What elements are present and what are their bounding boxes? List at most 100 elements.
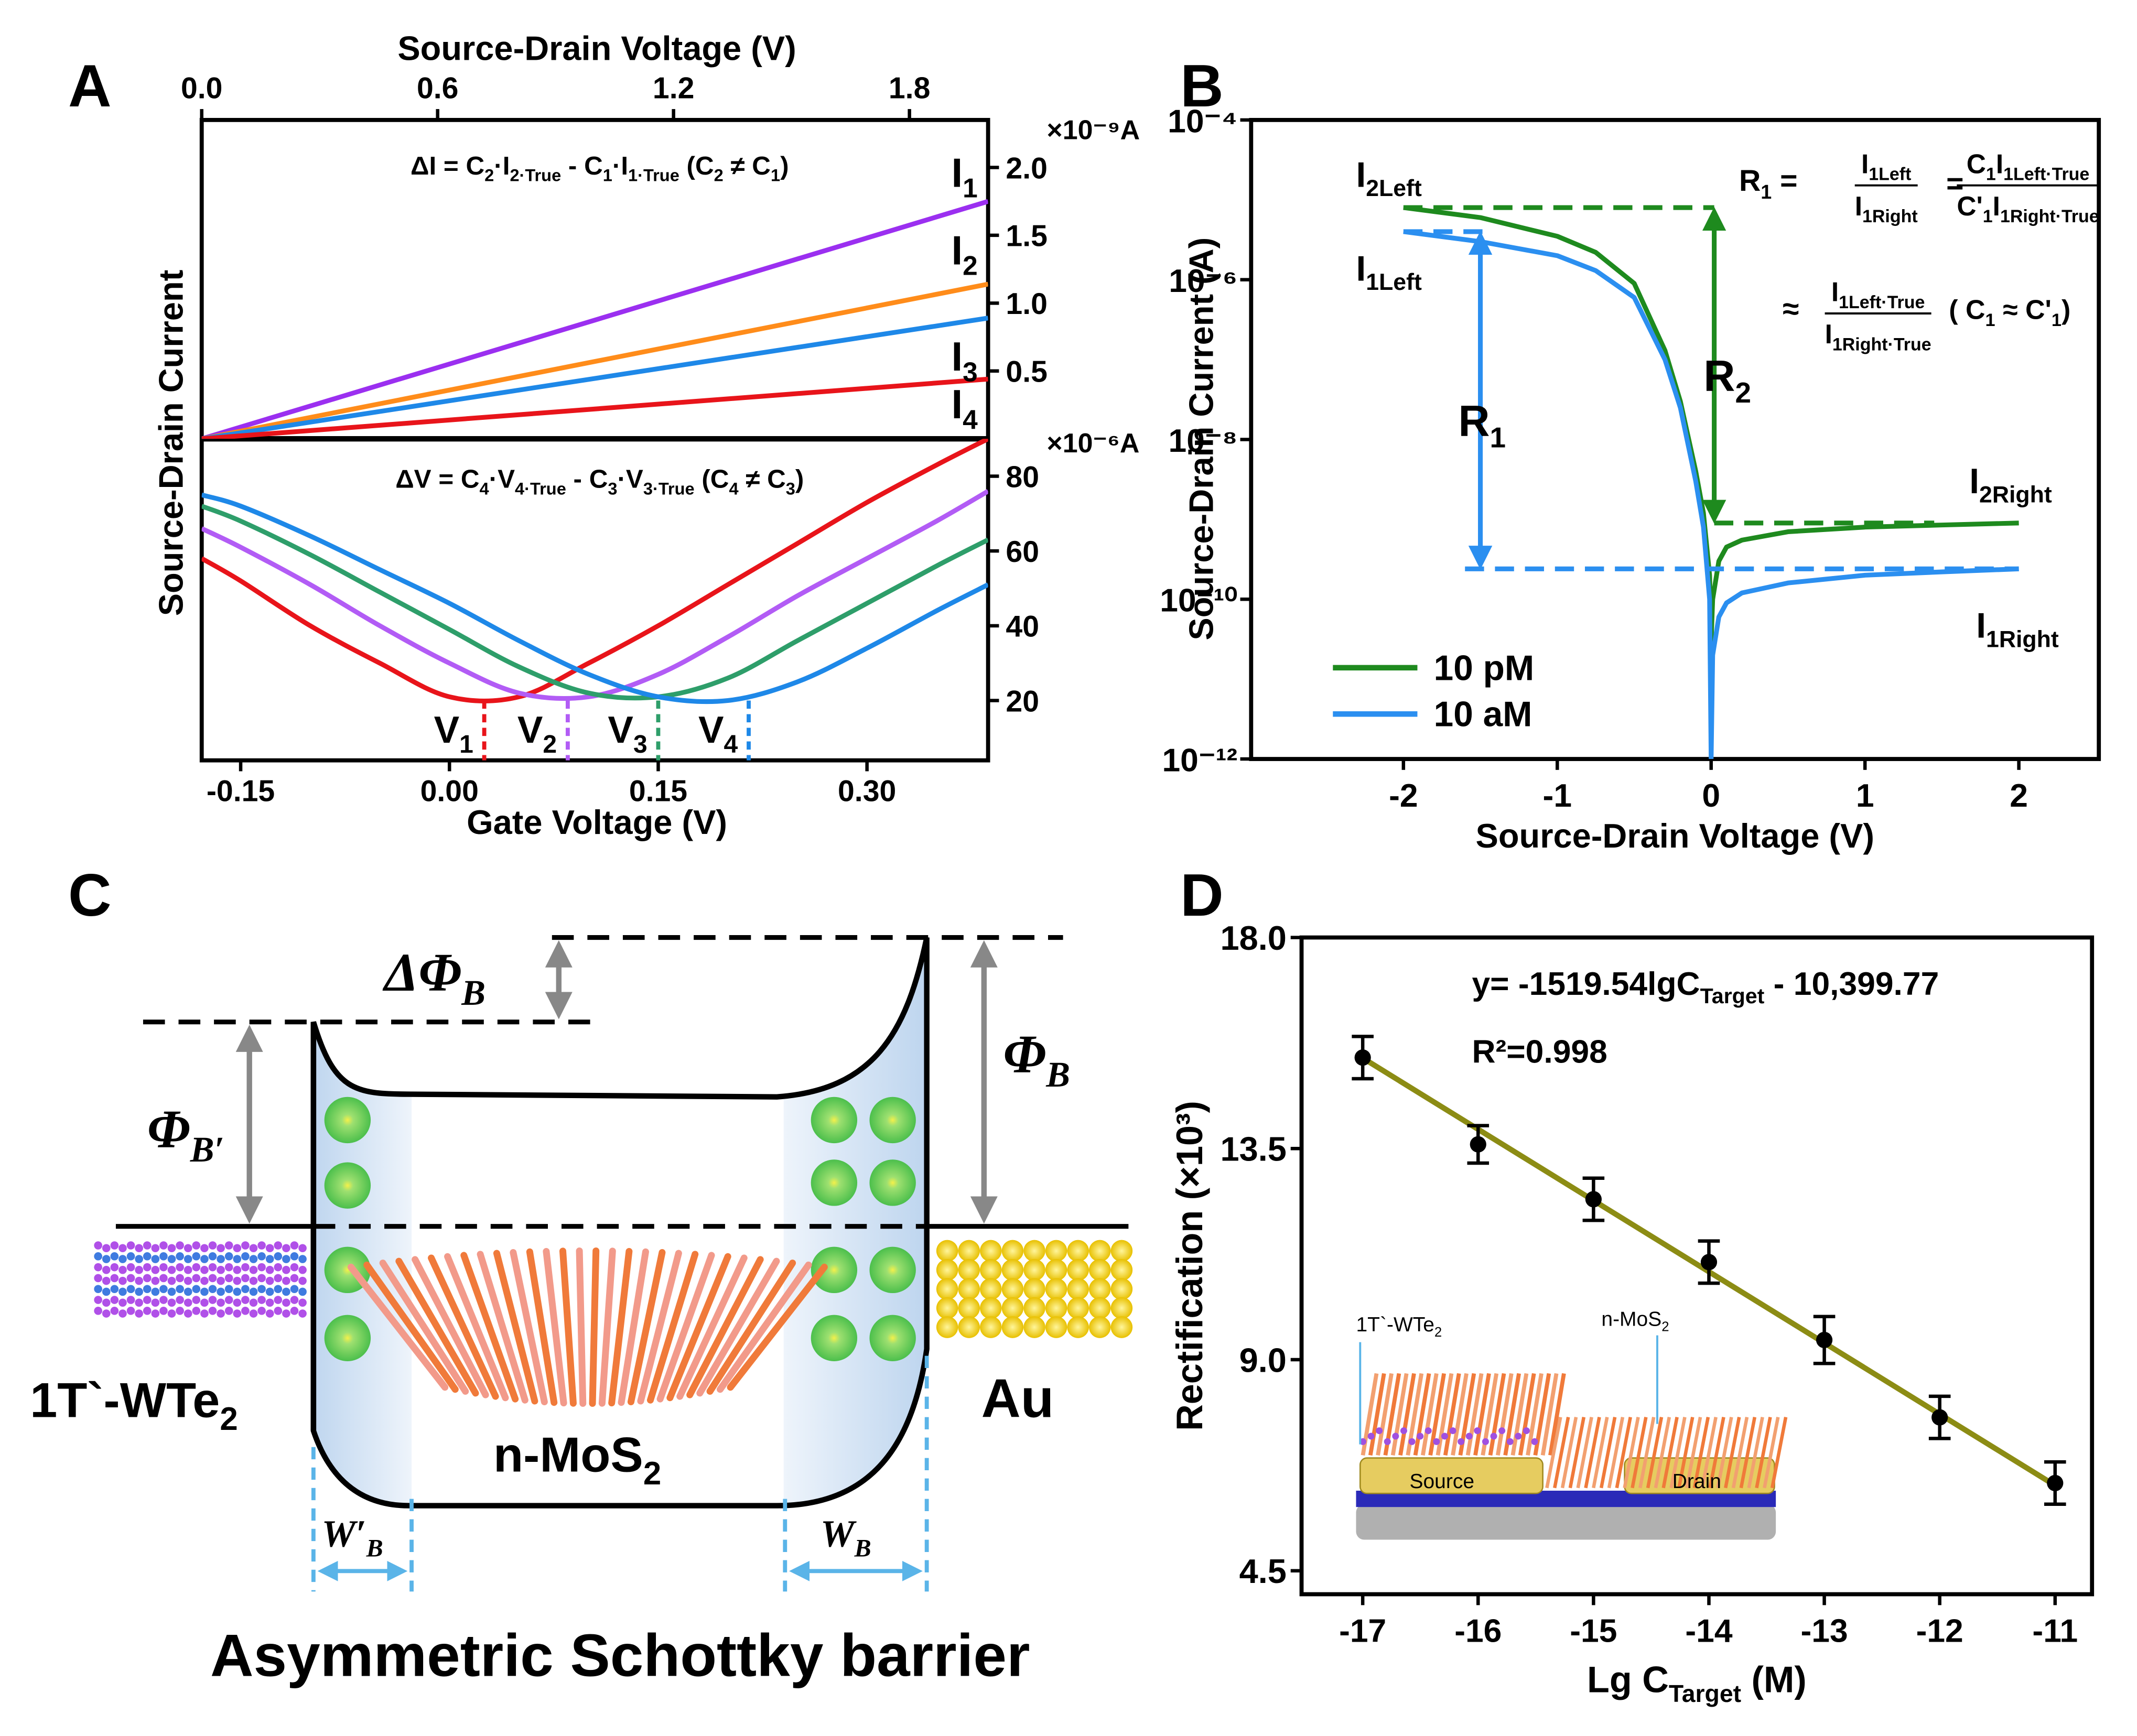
text-part: ·I xyxy=(494,151,510,180)
inset-label: n-MoS2 xyxy=(1601,1308,1669,1334)
atom xyxy=(1023,1240,1045,1262)
layer xyxy=(1592,1416,1609,1489)
y2-tick-label: 0.5 xyxy=(1006,355,1047,389)
text-part: I xyxy=(1831,277,1839,307)
layer xyxy=(646,1251,699,1404)
series-label: I4 xyxy=(951,381,978,435)
text-part: I xyxy=(1996,148,2003,179)
atom xyxy=(118,1266,127,1274)
atom xyxy=(233,1266,242,1274)
text-part: Φ xyxy=(1003,1024,1046,1084)
atom xyxy=(167,1287,176,1296)
atom xyxy=(958,1240,980,1262)
layer xyxy=(589,1247,600,1407)
atom xyxy=(241,1252,250,1261)
layer xyxy=(477,1251,528,1404)
level-label: I1Right xyxy=(1976,606,2059,653)
text-part: n-MoS xyxy=(1601,1308,1661,1330)
subscript: 1 xyxy=(963,173,978,203)
electron xyxy=(869,1159,916,1206)
subscript: 3·True xyxy=(643,479,695,498)
y-tick-label: 10⁻⁴ xyxy=(1168,103,1237,139)
layer xyxy=(1413,1373,1431,1456)
atom xyxy=(1506,1438,1514,1445)
atom xyxy=(208,1274,217,1283)
layer xyxy=(1451,1373,1469,1456)
layer xyxy=(717,1261,812,1393)
layer xyxy=(1615,1416,1632,1489)
point xyxy=(1470,1136,1486,1153)
atom xyxy=(1408,1438,1416,1445)
subscript: 1 xyxy=(771,166,780,185)
atom xyxy=(184,1255,192,1263)
atom xyxy=(200,1309,209,1318)
atom xyxy=(102,1298,111,1307)
layer xyxy=(1661,1416,1679,1489)
text-part: Φ xyxy=(147,1099,190,1159)
atom xyxy=(1482,1438,1489,1445)
subscript: 2 xyxy=(484,166,494,185)
subscript: 4 xyxy=(963,404,978,435)
text-part: = xyxy=(1772,164,1797,198)
level-label: I2Left xyxy=(1356,155,1421,201)
atom xyxy=(1110,1259,1133,1281)
layer xyxy=(1576,1416,1593,1489)
subscript: B xyxy=(461,973,485,1013)
atom xyxy=(936,1259,958,1281)
level-label: I2Right xyxy=(1969,462,2052,508)
atom xyxy=(192,1241,201,1250)
subscript: 4·True xyxy=(515,479,566,498)
layer xyxy=(347,1263,449,1391)
atom xyxy=(1465,1433,1473,1440)
atom xyxy=(126,1263,135,1272)
atom xyxy=(176,1296,184,1304)
atom xyxy=(200,1276,209,1285)
layer xyxy=(727,1263,828,1391)
atom xyxy=(135,1244,143,1253)
atom xyxy=(110,1252,119,1261)
atom xyxy=(274,1285,283,1294)
atom xyxy=(118,1287,127,1296)
atom xyxy=(151,1287,160,1296)
metal-label: 1T`-WTe2 xyxy=(30,1373,238,1437)
atom xyxy=(233,1309,242,1318)
electron xyxy=(811,1246,858,1294)
atom xyxy=(1458,1438,1465,1445)
x-tick-label: -1 xyxy=(1543,778,1572,814)
line xyxy=(201,316,988,439)
electron xyxy=(324,1162,371,1209)
atom xyxy=(110,1241,119,1250)
x-tick-label: 0.0 xyxy=(181,71,222,105)
layer xyxy=(1428,1373,1447,1456)
layer xyxy=(510,1249,548,1406)
atom xyxy=(217,1298,225,1307)
fraction-denominator: I1Right xyxy=(1855,191,1918,226)
text-part: I xyxy=(951,333,963,379)
electron xyxy=(811,1097,858,1144)
subscript: 1Right·True xyxy=(1832,335,1931,355)
formula: R1 = xyxy=(1739,164,1798,203)
text-part: W xyxy=(821,1513,857,1555)
atom xyxy=(94,1296,102,1304)
atom xyxy=(126,1252,135,1261)
atom xyxy=(1045,1278,1067,1300)
subscript: 1 xyxy=(603,166,612,185)
layer xyxy=(1763,1416,1780,1489)
atom xyxy=(298,1266,307,1274)
atom xyxy=(265,1266,274,1274)
atom xyxy=(241,1263,250,1272)
text-part: 1T`-WTe xyxy=(30,1373,220,1428)
barrier-label: ΔΦB xyxy=(382,942,485,1013)
atom xyxy=(94,1285,102,1294)
y-tick-label: 10⁻⁶ xyxy=(1169,263,1237,299)
au-crystal xyxy=(936,1240,1133,1338)
plot-frame xyxy=(1299,935,2095,1597)
atom xyxy=(1045,1297,1067,1319)
atom xyxy=(257,1296,266,1304)
layer xyxy=(656,1252,715,1403)
subscript: 2 xyxy=(1735,376,1751,409)
atom xyxy=(298,1244,307,1253)
atom xyxy=(102,1287,111,1296)
subscript: 4 xyxy=(729,479,738,498)
